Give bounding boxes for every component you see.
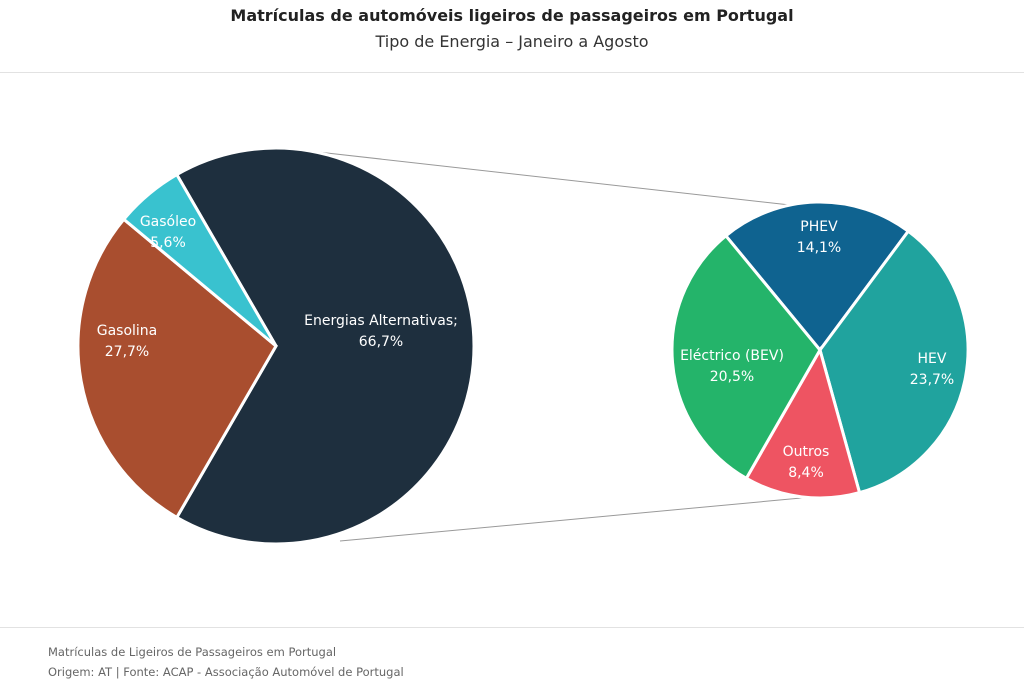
chart-subtitle: Tipo de Energia – Janeiro a Agosto [375,32,649,51]
main-pie-slice-label-0: Energias Alternativas; [304,313,458,329]
secondary-pie-slice-label-3: Eléctrico (BEV) [680,348,784,364]
connector-line-top [317,151,791,206]
secondary-pie-slice-label-2: Outros [783,444,830,460]
secondary-pie-slice-label-1: HEV [918,351,947,367]
main-pie-slice-value-2: 5,6% [150,235,186,251]
main-pie-slice-label-1: Gasolina [97,323,158,339]
bottom-divider [0,627,1024,628]
top-divider [0,72,1024,73]
secondary-pie-slice-value-0: 14,1% [797,240,841,256]
connector-line-bottom [339,496,813,542]
main-pie-slice-value-0: 66,7% [359,334,403,350]
main-pie-slice-2 [121,172,278,348]
secondary-pie-slice-value-3: 20,5% [710,369,754,385]
secondary-pie-slice-1 [818,229,970,495]
main-pie-slice-0 [174,146,476,546]
secondary-pie-slice-label-0: PHEV [800,219,838,235]
secondary-pie-slice-3 [670,233,822,481]
secondary-pie-slice-2 [744,346,862,500]
main-pie-slice-1 [76,217,278,520]
chart-title: Matrículas de automóveis ligeiros de pas… [230,6,794,25]
footer-line-2: Origem: AT | Fonte: ACAP - Associação Au… [48,665,404,679]
main-pie-slice-value-1: 27,7% [105,344,149,360]
secondary-pie-slice-value-1: 23,7% [910,372,954,388]
footer-line-1: Matrículas de Ligeiros de Passageiros em… [48,645,337,659]
main-pie-slice-label-2: Gasóleo [140,214,196,230]
secondary-pie-slice-value-2: 8,4% [788,465,824,481]
secondary-pie-slice-0 [723,200,911,353]
